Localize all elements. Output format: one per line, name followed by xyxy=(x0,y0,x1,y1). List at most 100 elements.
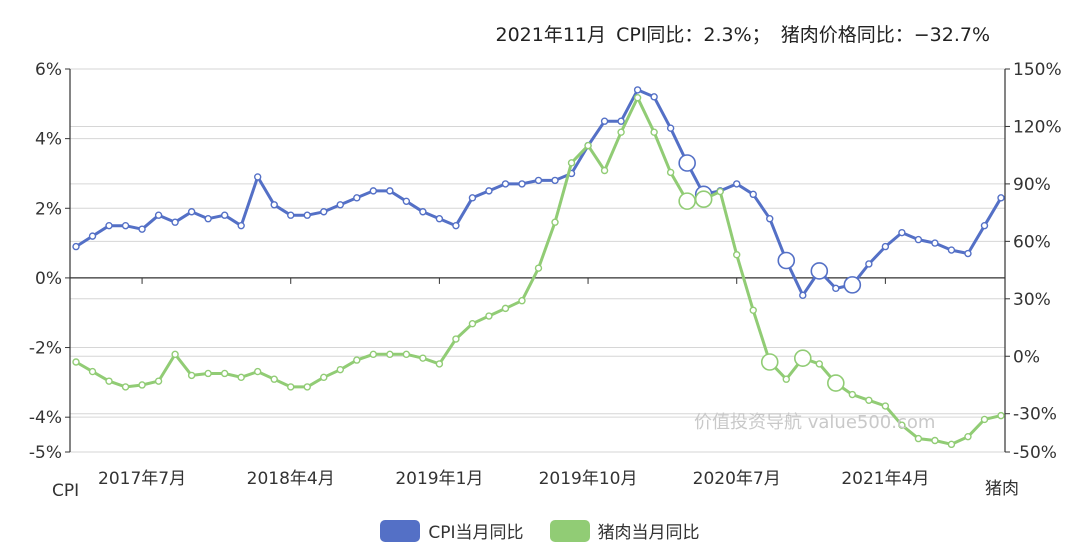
data-point-0 xyxy=(799,291,807,300)
data-point-1 xyxy=(650,128,658,136)
data-point-0 xyxy=(237,221,245,230)
data-point-0 xyxy=(138,225,146,233)
data-point-0 xyxy=(386,187,394,195)
data-point-0 xyxy=(733,180,741,188)
x-tick-label: 2019年10月 xyxy=(539,469,638,489)
data-point-0 xyxy=(534,176,543,185)
data-point-1 xyxy=(220,369,229,378)
data-point-0 xyxy=(121,221,130,230)
right-tick-label: 150% xyxy=(1013,60,1062,80)
data-point-0 xyxy=(678,154,696,172)
x-tick-label: 2017年7月 xyxy=(98,469,186,489)
data-point-1 xyxy=(760,353,779,371)
grid-lines xyxy=(70,68,1005,453)
data-point-1 xyxy=(898,421,906,429)
data-point-1 xyxy=(793,349,812,367)
left-tick-label: -5% xyxy=(29,443,62,463)
data-point-1 xyxy=(964,432,972,441)
annotation-pork: 猪肉价格同比：−32.7% xyxy=(780,24,990,46)
data-point-0 xyxy=(749,190,757,199)
data-point-0 xyxy=(303,211,311,219)
data-point-0 xyxy=(452,221,460,230)
data-point-0 xyxy=(220,211,229,219)
left-tick-label: 0% xyxy=(35,269,62,289)
data-point-1 xyxy=(633,94,642,102)
data-point-1 xyxy=(320,373,328,382)
data-point-1 xyxy=(468,319,477,328)
left-axis-name: CPI xyxy=(52,481,79,501)
data-point-0 xyxy=(336,201,344,209)
data-point-0 xyxy=(865,260,873,268)
legend: CPI当月同比 猪肉当月同比 xyxy=(0,518,1080,543)
data-point-0 xyxy=(914,235,923,244)
series-lines xyxy=(72,86,1005,449)
left-tick-label: -2% xyxy=(29,339,62,359)
data-point-0 xyxy=(501,180,510,188)
data-point-1 xyxy=(694,190,713,209)
annotation-date: 2021年11月 xyxy=(495,24,607,46)
data-point-1 xyxy=(617,128,625,136)
data-point-1 xyxy=(154,377,163,385)
data-point-0 xyxy=(931,239,939,247)
data-point-1 xyxy=(72,358,80,366)
data-point-1 xyxy=(287,383,295,391)
right-tick-label: 90% xyxy=(1013,175,1051,195)
data-point-0 xyxy=(617,117,625,125)
data-point-1 xyxy=(551,218,559,226)
data-point-0 xyxy=(964,249,972,258)
x-tick-label: 2018年4月 xyxy=(247,469,335,489)
data-point-0 xyxy=(600,117,609,125)
data-point-0 xyxy=(468,194,477,202)
data-point-0 xyxy=(980,221,989,230)
data-point-0 xyxy=(435,215,444,223)
right-axis-name: 猪肉 xyxy=(985,479,1019,499)
left-tick-label: 6% xyxy=(35,60,62,80)
right-tick-label: 60% xyxy=(1013,232,1051,252)
data-point-0 xyxy=(518,180,526,188)
data-point-1 xyxy=(386,350,394,359)
data-point-1 xyxy=(980,415,989,424)
data-point-0 xyxy=(843,276,862,294)
data-point-1 xyxy=(947,440,956,449)
x-tick-label: 2021年4月 xyxy=(841,469,929,489)
left-tick-label: -4% xyxy=(29,408,62,428)
data-point-0 xyxy=(777,251,796,270)
data-point-0 xyxy=(154,211,163,219)
data-point-0 xyxy=(253,173,262,181)
data-point-1 xyxy=(171,350,179,359)
data-point-0 xyxy=(88,232,97,240)
annotation-header: 2021年11月 CPI同比：2.3%； 猪肉价格同比：−32.7% xyxy=(495,20,994,47)
data-point-0 xyxy=(105,221,113,230)
data-point-1 xyxy=(815,360,824,368)
data-point-1 xyxy=(303,383,311,391)
data-point-1 xyxy=(187,371,196,380)
data-point-1 xyxy=(584,141,592,150)
data-point-1 xyxy=(865,396,873,404)
tick-labels: 6% 4% 2% 0% -2% -4% -5% 150% 120% 90% 60% 30% 0% -30%… xyxy=(29,60,1062,501)
data-point-1 xyxy=(931,436,939,445)
data-point-1 xyxy=(534,264,543,272)
data-point-0 xyxy=(187,208,196,216)
watermark: 价值投资导航 value500.com xyxy=(694,412,936,433)
data-point-0 xyxy=(320,208,328,216)
data-point-1 xyxy=(827,374,845,392)
legend-item-cpi[interactable]: CPI当月同比 xyxy=(380,518,524,543)
data-point-1 xyxy=(138,381,146,389)
data-point-0 xyxy=(832,284,840,293)
data-point-0 xyxy=(171,218,179,226)
data-point-0 xyxy=(898,228,906,237)
data-point-1 xyxy=(121,383,130,391)
data-point-1 xyxy=(733,251,741,259)
right-tick-label: 120% xyxy=(1013,117,1062,137)
legend-label-cpi: CPI当月同比 xyxy=(428,523,524,543)
right-tick-label: 0% xyxy=(1013,347,1040,367)
data-point-1 xyxy=(518,297,526,305)
annotation-cpi: CPI同比：2.3%； xyxy=(616,24,771,46)
data-point-0 xyxy=(766,215,774,223)
data-point-1 xyxy=(567,159,576,167)
data-point-0 xyxy=(204,215,212,223)
legend-item-pork[interactable]: 猪肉当月同比 xyxy=(549,518,700,543)
data-point-0 xyxy=(369,187,378,195)
data-point-0 xyxy=(270,201,278,209)
